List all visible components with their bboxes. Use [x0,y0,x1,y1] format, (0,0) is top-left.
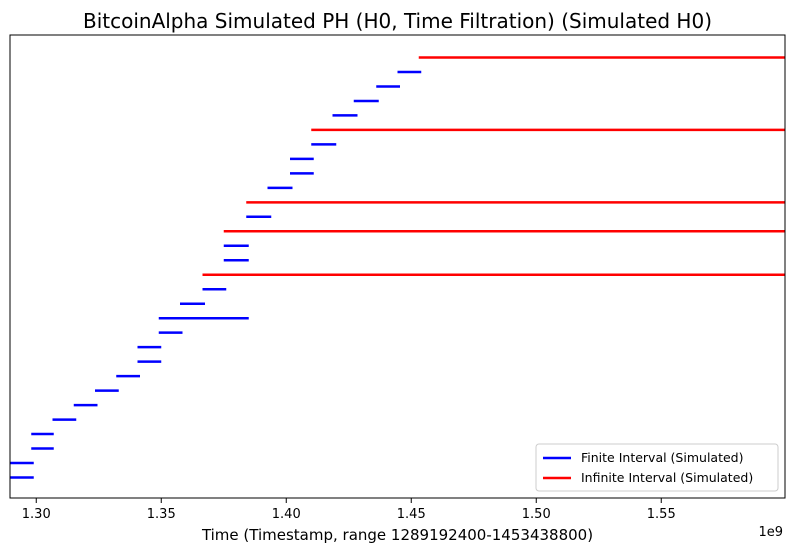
interval-bars [10,56,785,479]
x-axis-label: Time (Timestamp, range 1289192400-145343… [201,526,593,544]
plot-frame [9,34,786,499]
x-axis-ticks: 1.30 1.35 1.40 1.45 1.50 1.55 [22,498,676,522]
legend: Finite Interval (Simulated) Infinite Int… [535,443,779,492]
x-tick-label: 1.45 [397,507,426,522]
x-axis-offset-label: 1e9 [758,525,783,540]
legend-label-infinite: Infinite Interval (Simulated) [581,470,753,485]
x-tick-label: 1.50 [522,507,551,522]
x-tick-label: 1.30 [22,507,51,522]
legend-box [535,443,779,492]
x-tick-label: 1.40 [272,507,301,522]
x-tick-label: 1.55 [647,507,676,522]
legend-label-finite: Finite Interval (Simulated) [581,450,743,465]
chart-title: BitcoinAlpha Simulated PH (H0, Time Filt… [83,9,712,33]
x-tick-label: 1.35 [147,507,176,522]
